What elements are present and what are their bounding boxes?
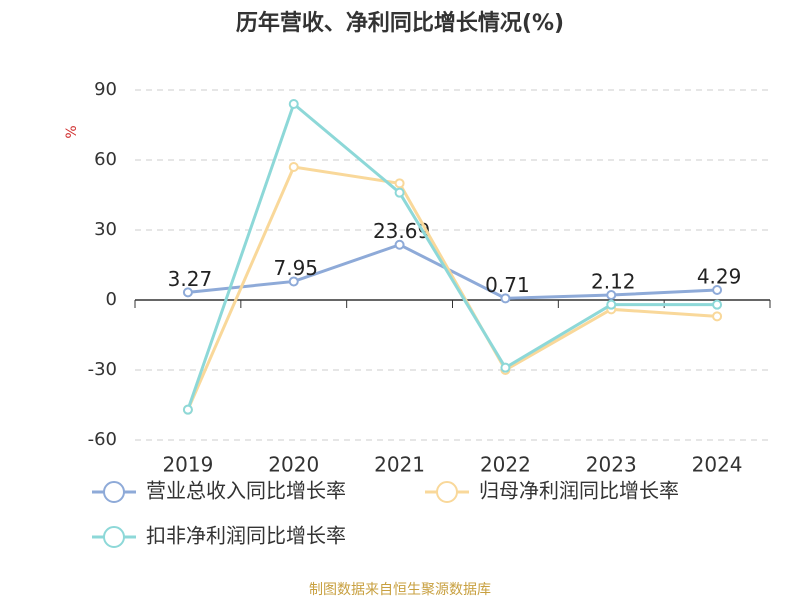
data-label: 0.71 <box>485 273 530 297</box>
data-point <box>394 178 405 189</box>
x-tick-label: 2019 <box>162 453 213 477</box>
data-point <box>394 239 405 250</box>
legend-label: 营业总收入同比增长率 <box>146 479 346 503</box>
x-tick-label: 2023 <box>586 453 637 477</box>
y-tick-label: -60 <box>88 429 117 450</box>
legend-label: 归母净利润同比增长率 <box>479 479 679 503</box>
legend-label: 扣非净利润同比增长率 <box>146 524 346 548</box>
source-note: 制图数据来自恒生聚源数据库 <box>309 582 491 598</box>
y-tick-label: 60 <box>94 149 117 170</box>
data-label: 3.27 <box>168 267 213 291</box>
chart-title: 历年营收、净利同比增长情况(%) <box>236 10 564 36</box>
x-tick-label: 2021 <box>374 453 425 477</box>
data-point <box>606 290 617 301</box>
x-tick-label: 2022 <box>480 453 531 477</box>
legend-marker <box>103 526 125 548</box>
data-point <box>500 362 511 373</box>
series-line <box>186 101 718 411</box>
data-point <box>182 287 193 298</box>
series-line <box>187 243 718 300</box>
y-tick-label: 90 <box>94 79 117 100</box>
data-point <box>606 299 617 310</box>
series-line <box>186 165 718 411</box>
data-point <box>288 99 299 109</box>
data-label: 7.95 <box>273 256 318 280</box>
data-point <box>288 276 299 287</box>
legend-marker <box>436 481 458 503</box>
y-tick-label: 0 <box>106 289 117 310</box>
legend-marker <box>103 481 125 503</box>
data-point <box>712 311 723 322</box>
data-point <box>288 162 299 172</box>
y-axis-label: % <box>64 125 80 138</box>
data-point <box>182 404 193 415</box>
data-label: 4.29 <box>697 264 742 288</box>
data-label: 2.12 <box>591 270 636 294</box>
data-point <box>712 299 723 310</box>
x-tick-label: 2020 <box>268 453 319 477</box>
data-point <box>394 187 405 198</box>
x-tick-label: 2024 <box>692 453 743 477</box>
y-tick-label: -30 <box>88 359 117 380</box>
data-point <box>712 284 723 295</box>
data-point <box>500 293 511 304</box>
y-tick-label: 30 <box>94 219 117 240</box>
